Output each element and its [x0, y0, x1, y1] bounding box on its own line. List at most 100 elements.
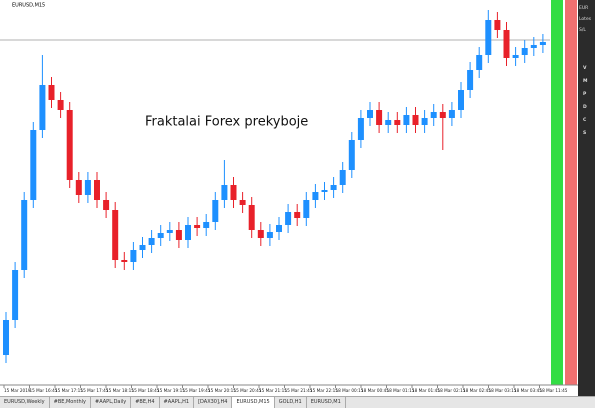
x-tick-label: 15 Mar 21:45 — [285, 388, 313, 393]
x-tick-label: 15 Mar 17:15 — [55, 388, 83, 393]
candle-body — [230, 185, 237, 200]
panel-item[interactable]: P — [583, 92, 587, 97]
x-tick-label: 15 Mar 20:45 — [234, 388, 262, 393]
candle-body — [12, 270, 19, 320]
x-tick-label: 18 Mar 01:45 — [412, 388, 440, 393]
candle-body — [30, 130, 37, 200]
candle-body — [194, 225, 201, 228]
candle-body — [312, 192, 319, 200]
candle-body — [66, 110, 73, 180]
candle-body — [412, 115, 419, 125]
candle-body — [266, 232, 273, 238]
candle-body — [439, 112, 446, 118]
candle-body — [539, 42, 546, 45]
tab[interactable]: EURUSD,Weekly — [0, 397, 50, 408]
tab[interactable]: #AAPL,Daily — [91, 397, 132, 408]
candle-body — [21, 200, 28, 270]
indicator-red — [565, 0, 577, 385]
tab[interactable]: [DAX30],H4 — [194, 397, 233, 408]
tab[interactable]: EURUSD,M1 — [307, 397, 346, 408]
candle-body — [458, 90, 464, 110]
candle-body — [294, 212, 301, 218]
candle-body — [357, 118, 364, 140]
candle-body — [112, 210, 119, 260]
x-tick-label: 15 Mar 2019 — [4, 388, 31, 393]
candle-body — [394, 120, 401, 125]
candle-body — [330, 185, 337, 190]
candle-body — [476, 55, 483, 70]
candle-body — [203, 222, 210, 228]
side-panel: EUR Lotes S/L V M P D C S — [578, 0, 595, 396]
candle-body — [157, 233, 164, 238]
tab[interactable]: #BE,Monthly — [50, 397, 92, 408]
background — [0, 0, 595, 396]
candle-body — [503, 30, 510, 58]
x-tick-label: 18 Mar 01:15 — [387, 388, 415, 393]
candle-body — [103, 200, 110, 210]
annotation: Fraktalai Forex prekyboje — [145, 115, 308, 130]
panel-label: EUR — [579, 6, 589, 11]
panel-label: S/L — [579, 28, 586, 33]
candle-body — [385, 120, 392, 125]
x-tick-label: 15 Mar 16:45 — [30, 388, 58, 393]
candle-body — [84, 180, 91, 195]
panel-item[interactable]: M — [583, 79, 588, 84]
x-tick-label: 18 Mar 02:15 — [438, 388, 466, 393]
candle-body — [348, 140, 355, 170]
candle-body — [75, 180, 82, 195]
panel-item[interactable]: C — [583, 118, 587, 123]
x-tick-label: 18 Mar 03:45 — [514, 388, 542, 393]
x-tick-label: 15 Mar 22:15 — [310, 388, 338, 393]
candle-body — [339, 170, 346, 185]
x-tick-label: 15 Mar 18:45 — [132, 388, 160, 393]
indicator-green — [551, 0, 563, 385]
candle-body — [512, 55, 519, 58]
tab[interactable]: EURUSD,M15 — [232, 397, 275, 408]
chart-title: EURUSD,M15 — [12, 3, 45, 9]
candle-body — [221, 185, 228, 200]
candle-body — [3, 320, 9, 355]
candle-body — [185, 225, 191, 240]
candle-body — [367, 110, 373, 118]
candle-body — [239, 200, 246, 205]
tab[interactable]: #BE,H4 — [131, 397, 160, 408]
candle-body — [448, 110, 455, 118]
x-tick-label: 15 Mar 21:15 — [259, 388, 287, 393]
x-tick-label: 18 Mar 02:45 — [463, 388, 491, 393]
candle-body — [175, 230, 182, 240]
panel-item[interactable]: S — [583, 131, 587, 136]
candle-body — [212, 200, 219, 222]
panel-label: Lotes — [579, 17, 592, 22]
candle-body — [285, 212, 292, 225]
candle-body — [421, 118, 428, 125]
candle-body — [94, 180, 100, 200]
x-tick-label: 18 Mar 03:15 — [489, 388, 517, 393]
panel-item[interactable]: V — [583, 66, 587, 71]
candle-body — [521, 48, 528, 55]
x-tick-label: 18 Mar 11:45 — [540, 388, 568, 393]
tab[interactable]: #AAPL,H1 — [160, 397, 195, 408]
candle-body — [166, 230, 173, 233]
panel-item[interactable]: D — [583, 105, 587, 110]
candle-body — [148, 238, 155, 245]
candle-body — [48, 85, 55, 100]
candle-body — [321, 190, 328, 192]
candle-body — [467, 70, 474, 90]
tab[interactable]: GOLD,H1 — [275, 397, 307, 408]
candle-body — [257, 230, 264, 238]
candle-body — [376, 110, 383, 125]
candle-body — [248, 205, 255, 230]
candle-body — [121, 260, 128, 262]
x-tick-label: 15 Mar 20:15 — [208, 388, 236, 393]
candle-body — [39, 85, 46, 130]
chart: EURUSD,M15 Fraktalai Forex prekyboje 15 … — [0, 0, 595, 396]
candle-body — [130, 250, 137, 262]
candle-body — [57, 100, 64, 110]
candle-body — [530, 45, 537, 48]
candle-body — [494, 20, 501, 30]
candle-body — [485, 20, 492, 55]
candle-body — [303, 200, 310, 218]
candle-body — [430, 112, 437, 118]
x-tick-label: 18 Mar 00:15 — [336, 388, 364, 393]
